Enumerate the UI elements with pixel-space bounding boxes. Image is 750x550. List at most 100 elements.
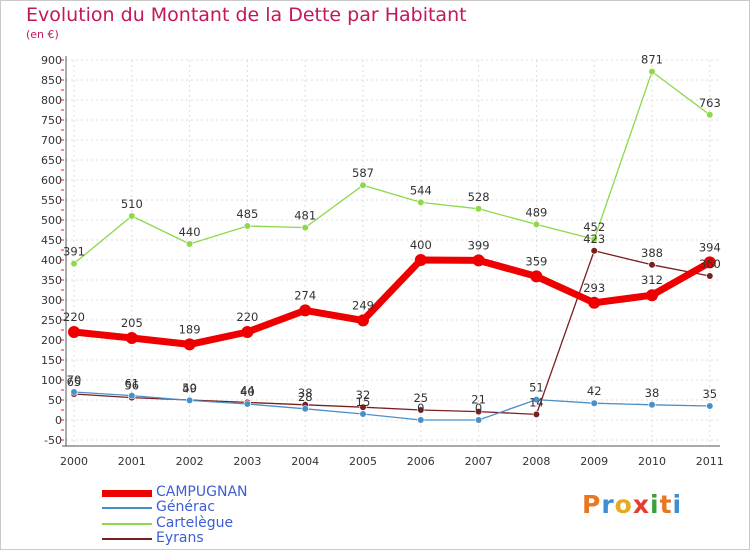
data-label: 489 bbox=[525, 205, 547, 219]
data-point bbox=[417, 198, 425, 206]
data-label: 32 bbox=[356, 388, 371, 402]
data-point bbox=[475, 205, 483, 213]
y-tick-label: 250 bbox=[41, 314, 62, 327]
series-line-générac bbox=[73, 391, 711, 421]
data-label: 28 bbox=[298, 390, 313, 404]
y-tick-label: 600 bbox=[41, 174, 62, 187]
data-label: 21 bbox=[471, 393, 486, 407]
y-tick-label: 150 bbox=[41, 354, 62, 367]
data-label: 38 bbox=[645, 386, 660, 400]
data-point bbox=[417, 416, 425, 424]
data-label: 220 bbox=[236, 310, 258, 324]
data-label: 0 bbox=[417, 401, 424, 415]
data-point bbox=[588, 296, 601, 309]
data-label: 249 bbox=[352, 298, 374, 312]
data-label: 65 bbox=[67, 375, 82, 389]
logo-letter: P bbox=[582, 490, 602, 519]
data-label: 25 bbox=[413, 391, 428, 405]
data-label: 0 bbox=[475, 401, 482, 415]
chart-title: Evolution du Montant de la Dette par Hab… bbox=[26, 4, 467, 26]
y-tick-label: 0 bbox=[55, 414, 62, 427]
data-point bbox=[359, 181, 367, 189]
data-point bbox=[530, 270, 543, 283]
data-point bbox=[414, 254, 427, 266]
data-point bbox=[590, 399, 598, 407]
data-point bbox=[357, 314, 369, 327]
data-label: 49 bbox=[182, 381, 197, 395]
y-tick-label: 900 bbox=[41, 54, 62, 67]
data-point bbox=[590, 247, 598, 255]
data-label: 44 bbox=[240, 383, 255, 397]
x-tick-label: 2006 bbox=[407, 455, 435, 468]
y-tick-label: 700 bbox=[41, 134, 62, 147]
x-tick-label: 2000 bbox=[60, 455, 88, 468]
logo-letter: i bbox=[672, 490, 683, 519]
data-label: 423 bbox=[583, 232, 605, 246]
y-tick-label: 450 bbox=[41, 234, 62, 247]
legend-swatch bbox=[102, 507, 152, 510]
legend-label: Cartelègue bbox=[156, 514, 234, 531]
data-point bbox=[299, 304, 312, 317]
data-point bbox=[125, 332, 138, 344]
y-tick-label: 550 bbox=[41, 194, 62, 207]
data-point bbox=[128, 392, 136, 400]
data-label: 38 bbox=[298, 386, 313, 400]
x-tick-label: 2001 bbox=[118, 455, 146, 468]
data-label: 220 bbox=[63, 310, 85, 324]
data-label: 360 bbox=[699, 257, 721, 271]
data-label: 56 bbox=[124, 379, 139, 393]
data-point bbox=[706, 272, 714, 280]
data-point bbox=[532, 396, 541, 404]
data-label: 40 bbox=[240, 385, 255, 399]
data-label: 587 bbox=[352, 166, 374, 180]
data-point bbox=[703, 256, 716, 269]
data-label: 871 bbox=[641, 53, 663, 67]
data-label: 528 bbox=[468, 190, 490, 204]
y-tick-label: 850 bbox=[41, 74, 62, 87]
data-point bbox=[70, 388, 78, 396]
x-tick-label: 2005 bbox=[349, 455, 377, 468]
data-label: 394 bbox=[699, 240, 721, 254]
data-label: 481 bbox=[294, 209, 316, 223]
legend-label: Eyrans bbox=[156, 529, 204, 546]
series-line-eyrans bbox=[73, 250, 711, 416]
logo-letter: x bbox=[632, 490, 650, 519]
series-line-cartelègue bbox=[73, 70, 711, 265]
data-point bbox=[532, 220, 541, 228]
x-tick-label: 2010 bbox=[638, 455, 666, 468]
data-label: 400 bbox=[410, 238, 432, 252]
logo-letter: r bbox=[601, 490, 615, 519]
chart-subtitle: (en €) bbox=[26, 28, 59, 41]
series-line-campugnan bbox=[70, 256, 714, 348]
legend-swatch bbox=[102, 537, 152, 540]
data-point bbox=[301, 405, 309, 413]
y-tick-label: 650 bbox=[41, 154, 62, 167]
x-tick-label: 2011 bbox=[696, 455, 724, 468]
data-point bbox=[472, 254, 485, 267]
y-tick-label: -50 bbox=[44, 434, 62, 447]
data-label: 312 bbox=[641, 273, 663, 287]
data-point bbox=[706, 402, 714, 410]
y-tick-label: 800 bbox=[41, 94, 62, 107]
data-label: 51 bbox=[529, 381, 544, 395]
data-point bbox=[243, 400, 251, 408]
y-tick-label: 500 bbox=[41, 214, 62, 227]
legend-label: CAMPUGNAN bbox=[156, 484, 248, 500]
x-tick-label: 2007 bbox=[465, 455, 493, 468]
data-point bbox=[648, 401, 656, 409]
data-label: 42 bbox=[587, 384, 602, 398]
data-point bbox=[301, 224, 309, 232]
proxiti-logo: Proxiti bbox=[582, 490, 682, 519]
y-tick-label: 300 bbox=[41, 294, 62, 307]
data-label: 388 bbox=[641, 246, 663, 260]
legend-label: Générac bbox=[156, 499, 215, 516]
data-point bbox=[648, 67, 656, 76]
logo-letter: o bbox=[614, 490, 633, 519]
data-label: 15 bbox=[356, 395, 371, 409]
data-label: 14 bbox=[529, 395, 544, 409]
data-point bbox=[183, 338, 196, 351]
data-label: 189 bbox=[179, 322, 201, 336]
data-point bbox=[646, 289, 658, 302]
